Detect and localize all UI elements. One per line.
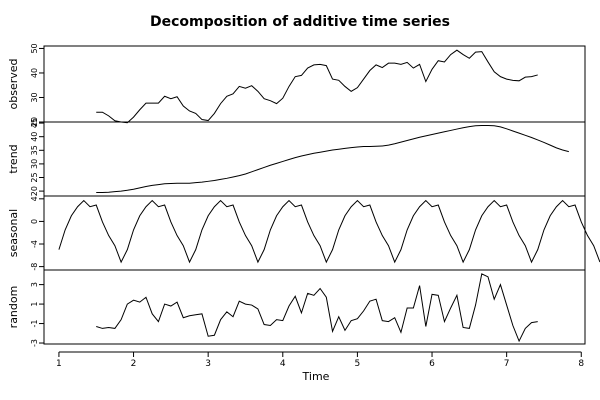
y-axis-label-seasonal: seasonal	[7, 209, 20, 257]
y-axis-label-observed: observed	[7, 59, 20, 110]
y-tick-label-trend: 40	[30, 132, 39, 142]
series-line-seasonal	[58, 199, 600, 264]
x-tick-label: 8	[578, 359, 584, 369]
panels-group: 20 30 40 50 observed 20 25 30 35 40 45 trend -8 -4 0 4 s…	[7, 43, 600, 347]
panel-observed: 20 30 40 50 observed	[7, 43, 586, 127]
y-tick-label-seasonal: -8	[30, 263, 39, 271]
y-tick-label-seasonal: 4	[30, 196, 39, 201]
series-line-observed	[96, 49, 538, 124]
y-tick-label-random: -1	[30, 320, 39, 328]
series-line-trend	[96, 125, 569, 193]
y-tick-label-seasonal: 0	[30, 219, 39, 224]
y-tick-label-trend: 45	[30, 118, 39, 128]
x-tick-label: 1	[56, 359, 62, 369]
y-tick-label-observed: 30	[30, 92, 39, 102]
panel-trend: 20 25 30 35 40 45 trend	[7, 118, 586, 197]
y-tick-label-observed: 20	[30, 117, 39, 127]
y-tick-label-observed: 50	[30, 43, 39, 53]
y-tick-label-trend: 30	[30, 159, 39, 169]
x-axis-label: Time	[302, 370, 330, 383]
y-tick-label-seasonal: -4	[30, 240, 39, 248]
y-tick-label-trend: 35	[30, 145, 39, 155]
y-tick-label-trend: 20	[30, 186, 39, 196]
x-tick-label: 3	[205, 359, 211, 369]
series-line-random	[96, 273, 538, 343]
x-tick-label: 7	[504, 359, 510, 369]
x-tick-label: 4	[280, 359, 286, 369]
panel-random: -3 -1 1 3 random	[7, 269, 586, 347]
y-axis-label-random: random	[7, 286, 20, 329]
panel-frame-random	[43, 269, 586, 345]
x-tick-label: 5	[355, 359, 361, 369]
x-axis: 1 2 3 4 5 6 7 8	[56, 351, 584, 369]
y-tick-label-random: 3	[30, 282, 39, 287]
panel-seasonal: -8 -4 0 4 seasonal	[7, 195, 600, 271]
chart-title: Decomposition of additive time series	[150, 14, 450, 30]
y-tick-label-random: -3	[30, 339, 39, 347]
panel-frame-observed	[43, 45, 586, 123]
x-tick-label: 6	[429, 359, 435, 369]
y-tick-label-random: 1	[30, 302, 39, 307]
x-tick-label: 2	[131, 359, 137, 369]
panel-frame-seasonal	[43, 195, 586, 271]
y-tick-label-observed: 40	[30, 68, 39, 78]
panel-frame-trend	[43, 121, 586, 197]
y-tick-label-trend: 25	[30, 172, 39, 182]
y-axis-label-trend: trend	[7, 144, 20, 173]
